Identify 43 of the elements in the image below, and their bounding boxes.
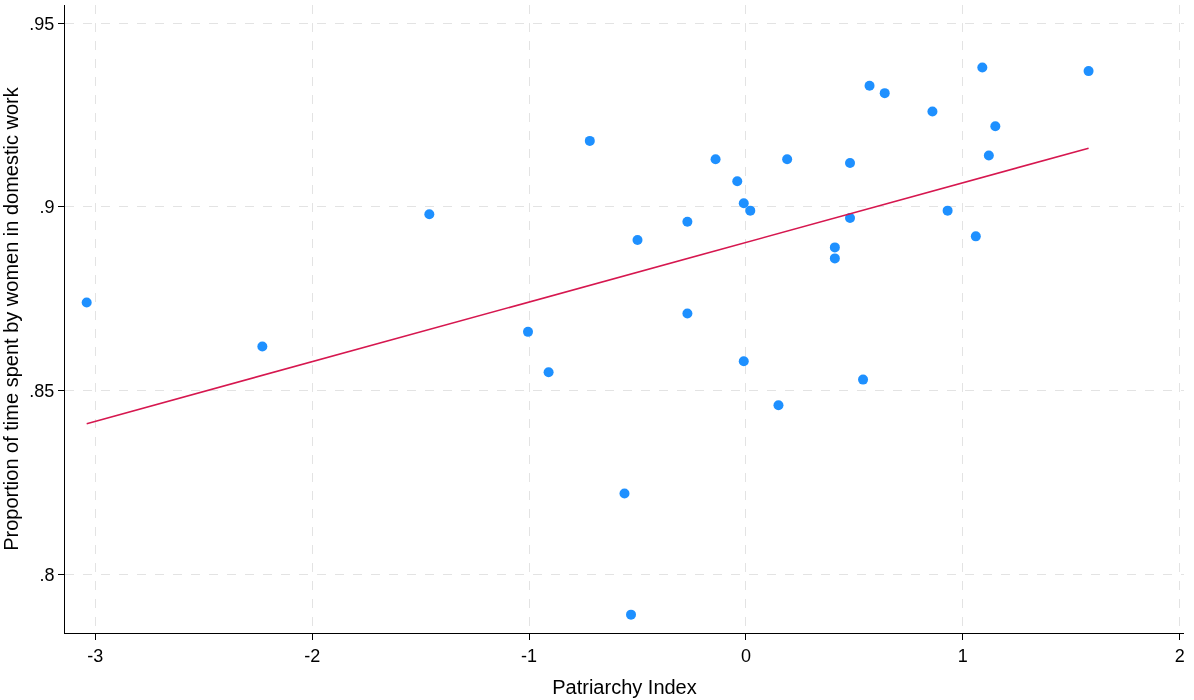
point <box>738 198 749 209</box>
y-tick-label: .95 <box>29 13 55 34</box>
point <box>990 121 1001 132</box>
x-tick-label: 2 <box>1174 645 1185 666</box>
y-tick-label: .8 <box>39 564 55 585</box>
point <box>829 242 840 253</box>
point <box>738 356 749 367</box>
point <box>983 150 994 161</box>
point <box>257 341 268 352</box>
point <box>682 216 693 227</box>
point <box>864 80 875 91</box>
point <box>942 205 953 216</box>
point <box>626 609 637 620</box>
x-tick-label: -1 <box>521 645 538 666</box>
point <box>829 253 840 264</box>
point <box>424 209 435 220</box>
point <box>682 308 693 319</box>
x-tick-label: 1 <box>957 645 968 666</box>
y-tick-label: .9 <box>39 197 55 218</box>
point <box>1083 66 1094 77</box>
x-tick-label: -2 <box>304 645 321 666</box>
x-axis-title: Patriarchy Index <box>552 676 697 699</box>
point <box>632 235 643 246</box>
y-axis-title: Proportion of time spent by women in domestic work <box>0 86 22 551</box>
point <box>523 326 533 337</box>
point <box>745 205 756 216</box>
point <box>584 135 595 146</box>
point <box>773 400 784 411</box>
point <box>927 106 938 117</box>
point <box>543 367 554 378</box>
point <box>710 154 721 165</box>
point <box>732 176 743 187</box>
y-tick-label: .85 <box>29 380 55 401</box>
x-tick-label: -3 <box>87 645 104 666</box>
point <box>970 231 981 242</box>
point <box>977 62 988 73</box>
point <box>845 157 856 168</box>
point <box>858 374 869 385</box>
x-tick-label: 0 <box>740 645 751 666</box>
point <box>619 488 630 499</box>
point <box>782 154 793 165</box>
point <box>879 88 890 99</box>
point <box>81 297 92 308</box>
